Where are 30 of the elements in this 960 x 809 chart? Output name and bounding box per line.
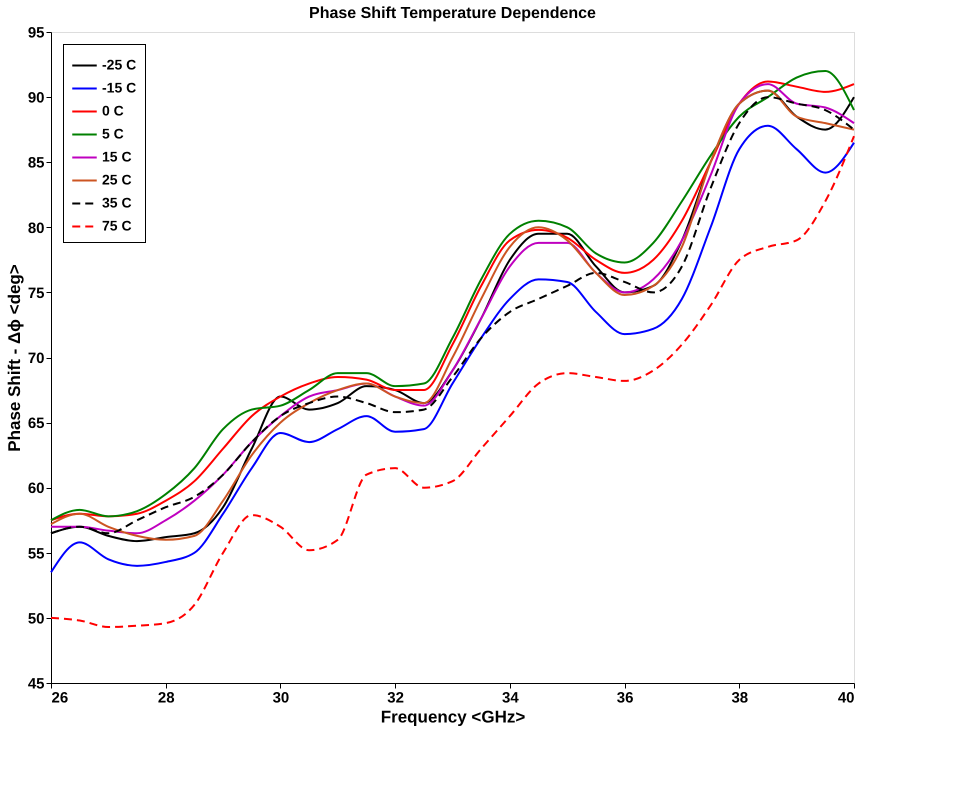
chart-title: Phase Shift Temperature Dependence [309, 5, 596, 22]
x-tick-label: 30 [272, 690, 290, 706]
y-tick-label: 45 [28, 676, 44, 692]
y-tick-label: 80 [28, 220, 44, 237]
y-tick-label: 50 [28, 610, 44, 628]
x-tick-label: 34 [502, 690, 520, 706]
x-tick-label: 40 [838, 690, 854, 706]
legend-label: 75 C [102, 218, 132, 234]
y-tick-label: 75 [28, 284, 44, 302]
x-tick-label: 28 [158, 690, 175, 706]
x-tick-label: 36 [616, 690, 634, 706]
legend-label: 15 C [102, 148, 132, 164]
y-tick-label: 95 [28, 24, 44, 42]
x-tick-label: 32 [387, 690, 404, 706]
x-tick-label: 38 [731, 690, 748, 706]
legend-label: 25 C [102, 172, 132, 188]
y-tick-label: 90 [28, 90, 44, 107]
y-tick-label: 85 [28, 154, 44, 172]
y-axis-title: Phase Shift - Δϕ <deg> [4, 264, 24, 452]
legend-label: -25 C [102, 56, 136, 72]
x-tick-label: 26 [52, 690, 68, 706]
y-tick-label: 55 [28, 545, 44, 562]
legend-label: 5 C [102, 126, 124, 142]
legend-label: 0 C [102, 102, 124, 118]
legend-label: -15 C [102, 80, 136, 96]
y-tick-label: 60 [28, 480, 44, 498]
legend-label: 35 C [102, 194, 132, 210]
x-axis-title: Frequency <GHz> [380, 708, 526, 726]
y-tick-label: 70 [28, 350, 44, 367]
y-tick-label: 65 [28, 415, 44, 432]
